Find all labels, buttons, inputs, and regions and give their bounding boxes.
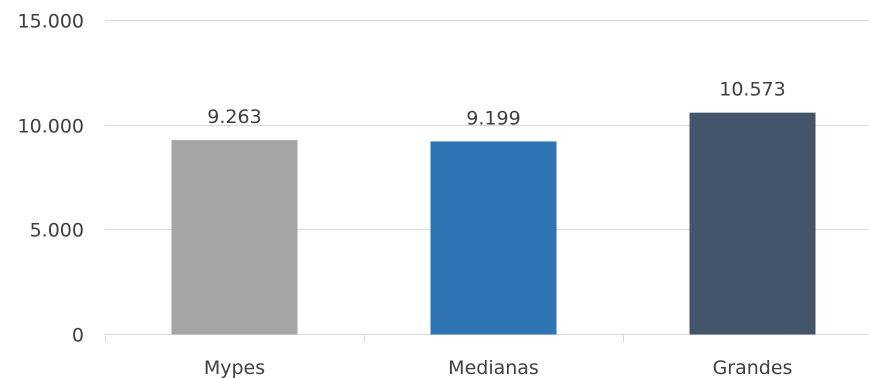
bar-mypes [171,140,298,335]
data-label: 9.199 [466,107,520,129]
bar-medianas [430,141,557,335]
data-label: 10.573 [719,79,785,101]
category-label: Mypes [204,357,265,378]
y-tick-label: 10.000 [18,116,84,138]
x-axis [105,334,869,343]
y-tick-label: 15.000 [18,11,84,33]
bars [171,112,816,335]
y-tick-label: 0 [72,325,84,347]
labels: 0 5.000 10.000 15.000 9.263 Mypes 9.199 Mediana… [18,11,793,378]
data-label: 9.263 [207,106,261,128]
category-label: Medianas [448,357,539,378]
category-label: Grandes [713,357,793,378]
y-tick-label: 5.000 [30,220,84,242]
bar-grandes [689,112,816,335]
